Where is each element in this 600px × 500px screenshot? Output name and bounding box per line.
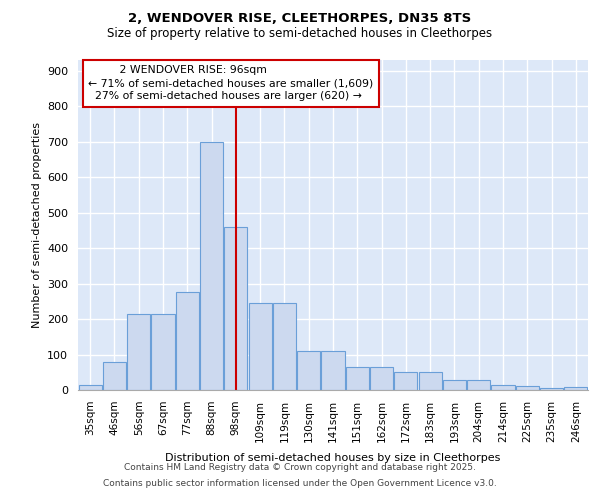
- Bar: [297, 351, 320, 390]
- Bar: [103, 362, 126, 390]
- Bar: [79, 384, 101, 390]
- Bar: [467, 380, 490, 390]
- Bar: [224, 227, 247, 390]
- Bar: [419, 372, 442, 390]
- Bar: [176, 292, 199, 390]
- Bar: [516, 386, 539, 390]
- Bar: [491, 385, 515, 390]
- Text: 2, WENDOVER RISE, CLEETHORPES, DN35 8TS: 2, WENDOVER RISE, CLEETHORPES, DN35 8TS: [128, 12, 472, 26]
- Text: 2 WENDOVER RISE: 96sqm
← 71% of semi-detached houses are smaller (1,609)
  27% o: 2 WENDOVER RISE: 96sqm ← 71% of semi-det…: [88, 65, 373, 102]
- Y-axis label: Number of semi-detached properties: Number of semi-detached properties: [32, 122, 41, 328]
- Bar: [151, 314, 175, 390]
- Bar: [394, 372, 418, 390]
- Bar: [540, 388, 563, 390]
- Bar: [200, 142, 223, 390]
- Bar: [127, 314, 150, 390]
- Bar: [322, 351, 344, 390]
- Bar: [248, 302, 272, 390]
- X-axis label: Distribution of semi-detached houses by size in Cleethorpes: Distribution of semi-detached houses by …: [166, 453, 500, 463]
- Bar: [273, 302, 296, 390]
- Text: Contains public sector information licensed under the Open Government Licence v3: Contains public sector information licen…: [103, 478, 497, 488]
- Bar: [370, 367, 393, 390]
- Bar: [565, 387, 587, 390]
- Text: Size of property relative to semi-detached houses in Cleethorpes: Size of property relative to semi-detach…: [107, 28, 493, 40]
- Bar: [443, 380, 466, 390]
- Bar: [346, 367, 369, 390]
- Text: Contains HM Land Registry data © Crown copyright and database right 2025.: Contains HM Land Registry data © Crown c…: [124, 464, 476, 472]
